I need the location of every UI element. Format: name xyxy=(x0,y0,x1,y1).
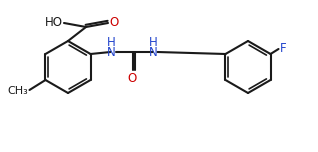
Text: O: O xyxy=(127,72,136,85)
Text: H: H xyxy=(149,36,158,49)
Text: CH₃: CH₃ xyxy=(8,86,29,96)
Text: H: H xyxy=(107,36,116,49)
Text: HO: HO xyxy=(45,17,63,29)
Text: F: F xyxy=(280,43,286,55)
Text: O: O xyxy=(109,16,118,29)
Text: N: N xyxy=(149,45,158,59)
Text: N: N xyxy=(107,45,116,59)
